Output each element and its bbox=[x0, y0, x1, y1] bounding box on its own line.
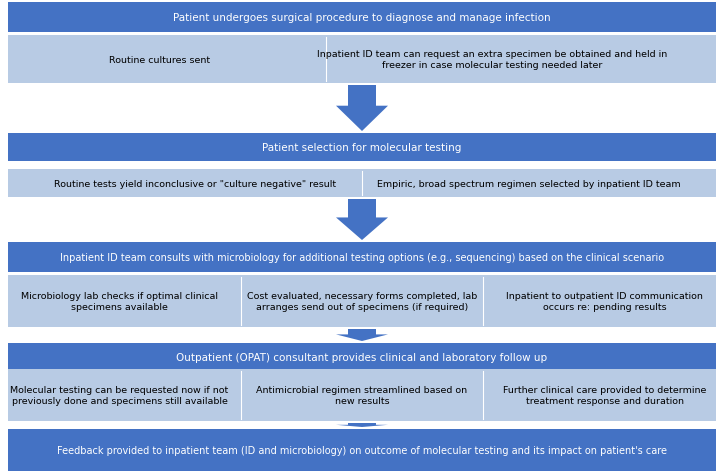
Polygon shape bbox=[336, 86, 388, 132]
Bar bbox=[8, 36, 716, 84]
Bar bbox=[8, 343, 716, 371]
Bar bbox=[8, 276, 716, 327]
Polygon shape bbox=[336, 199, 388, 240]
Text: Microbiology lab checks if optimal clinical
specimens available: Microbiology lab checks if optimal clini… bbox=[21, 292, 218, 311]
Text: Routine tests yield inconclusive or "culture negative" result: Routine tests yield inconclusive or "cul… bbox=[54, 179, 337, 188]
Bar bbox=[8, 429, 716, 471]
Text: Further clinical care provided to determine
treatment response and duration: Further clinical care provided to determ… bbox=[503, 386, 706, 405]
Text: Inpatient ID team can request an extra specimen be obtained and held in
freezer : Inpatient ID team can request an extra s… bbox=[317, 50, 668, 69]
Bar bbox=[8, 3, 716, 33]
Text: Inpatient to outpatient ID communication
occurs re: pending results: Inpatient to outpatient ID communication… bbox=[506, 292, 703, 311]
Text: Outpatient (OPAT) consultant provides clinical and laboratory follow up: Outpatient (OPAT) consultant provides cl… bbox=[177, 352, 547, 362]
Text: Cost evaluated, necessary forms completed, lab
arranges send out of specimens (i: Cost evaluated, necessary forms complete… bbox=[247, 292, 477, 311]
Text: Molecular testing can be requested now if not
previously done and specimens stil: Molecular testing can be requested now i… bbox=[10, 386, 229, 405]
Bar bbox=[8, 169, 716, 198]
Bar bbox=[8, 369, 716, 421]
Bar bbox=[8, 134, 716, 162]
Bar bbox=[8, 242, 716, 272]
Text: Antimicrobial regimen streamlined based on
new results: Antimicrobial regimen streamlined based … bbox=[256, 386, 468, 405]
Text: Patient selection for molecular testing: Patient selection for molecular testing bbox=[262, 143, 462, 153]
Polygon shape bbox=[336, 423, 388, 427]
Text: Empiric, broad spectrum regimen selected by inpatient ID team: Empiric, broad spectrum regimen selected… bbox=[376, 179, 681, 188]
Polygon shape bbox=[336, 329, 388, 341]
Text: Inpatient ID team consults with microbiology for additional testing options (e.g: Inpatient ID team consults with microbio… bbox=[60, 252, 664, 262]
Text: Routine cultures sent: Routine cultures sent bbox=[109, 55, 210, 64]
Text: Feedback provided to inpatient team (ID and microbiology) on outcome of molecula: Feedback provided to inpatient team (ID … bbox=[57, 445, 667, 455]
Text: Patient undergoes surgical procedure to diagnose and manage infection: Patient undergoes surgical procedure to … bbox=[173, 13, 551, 23]
